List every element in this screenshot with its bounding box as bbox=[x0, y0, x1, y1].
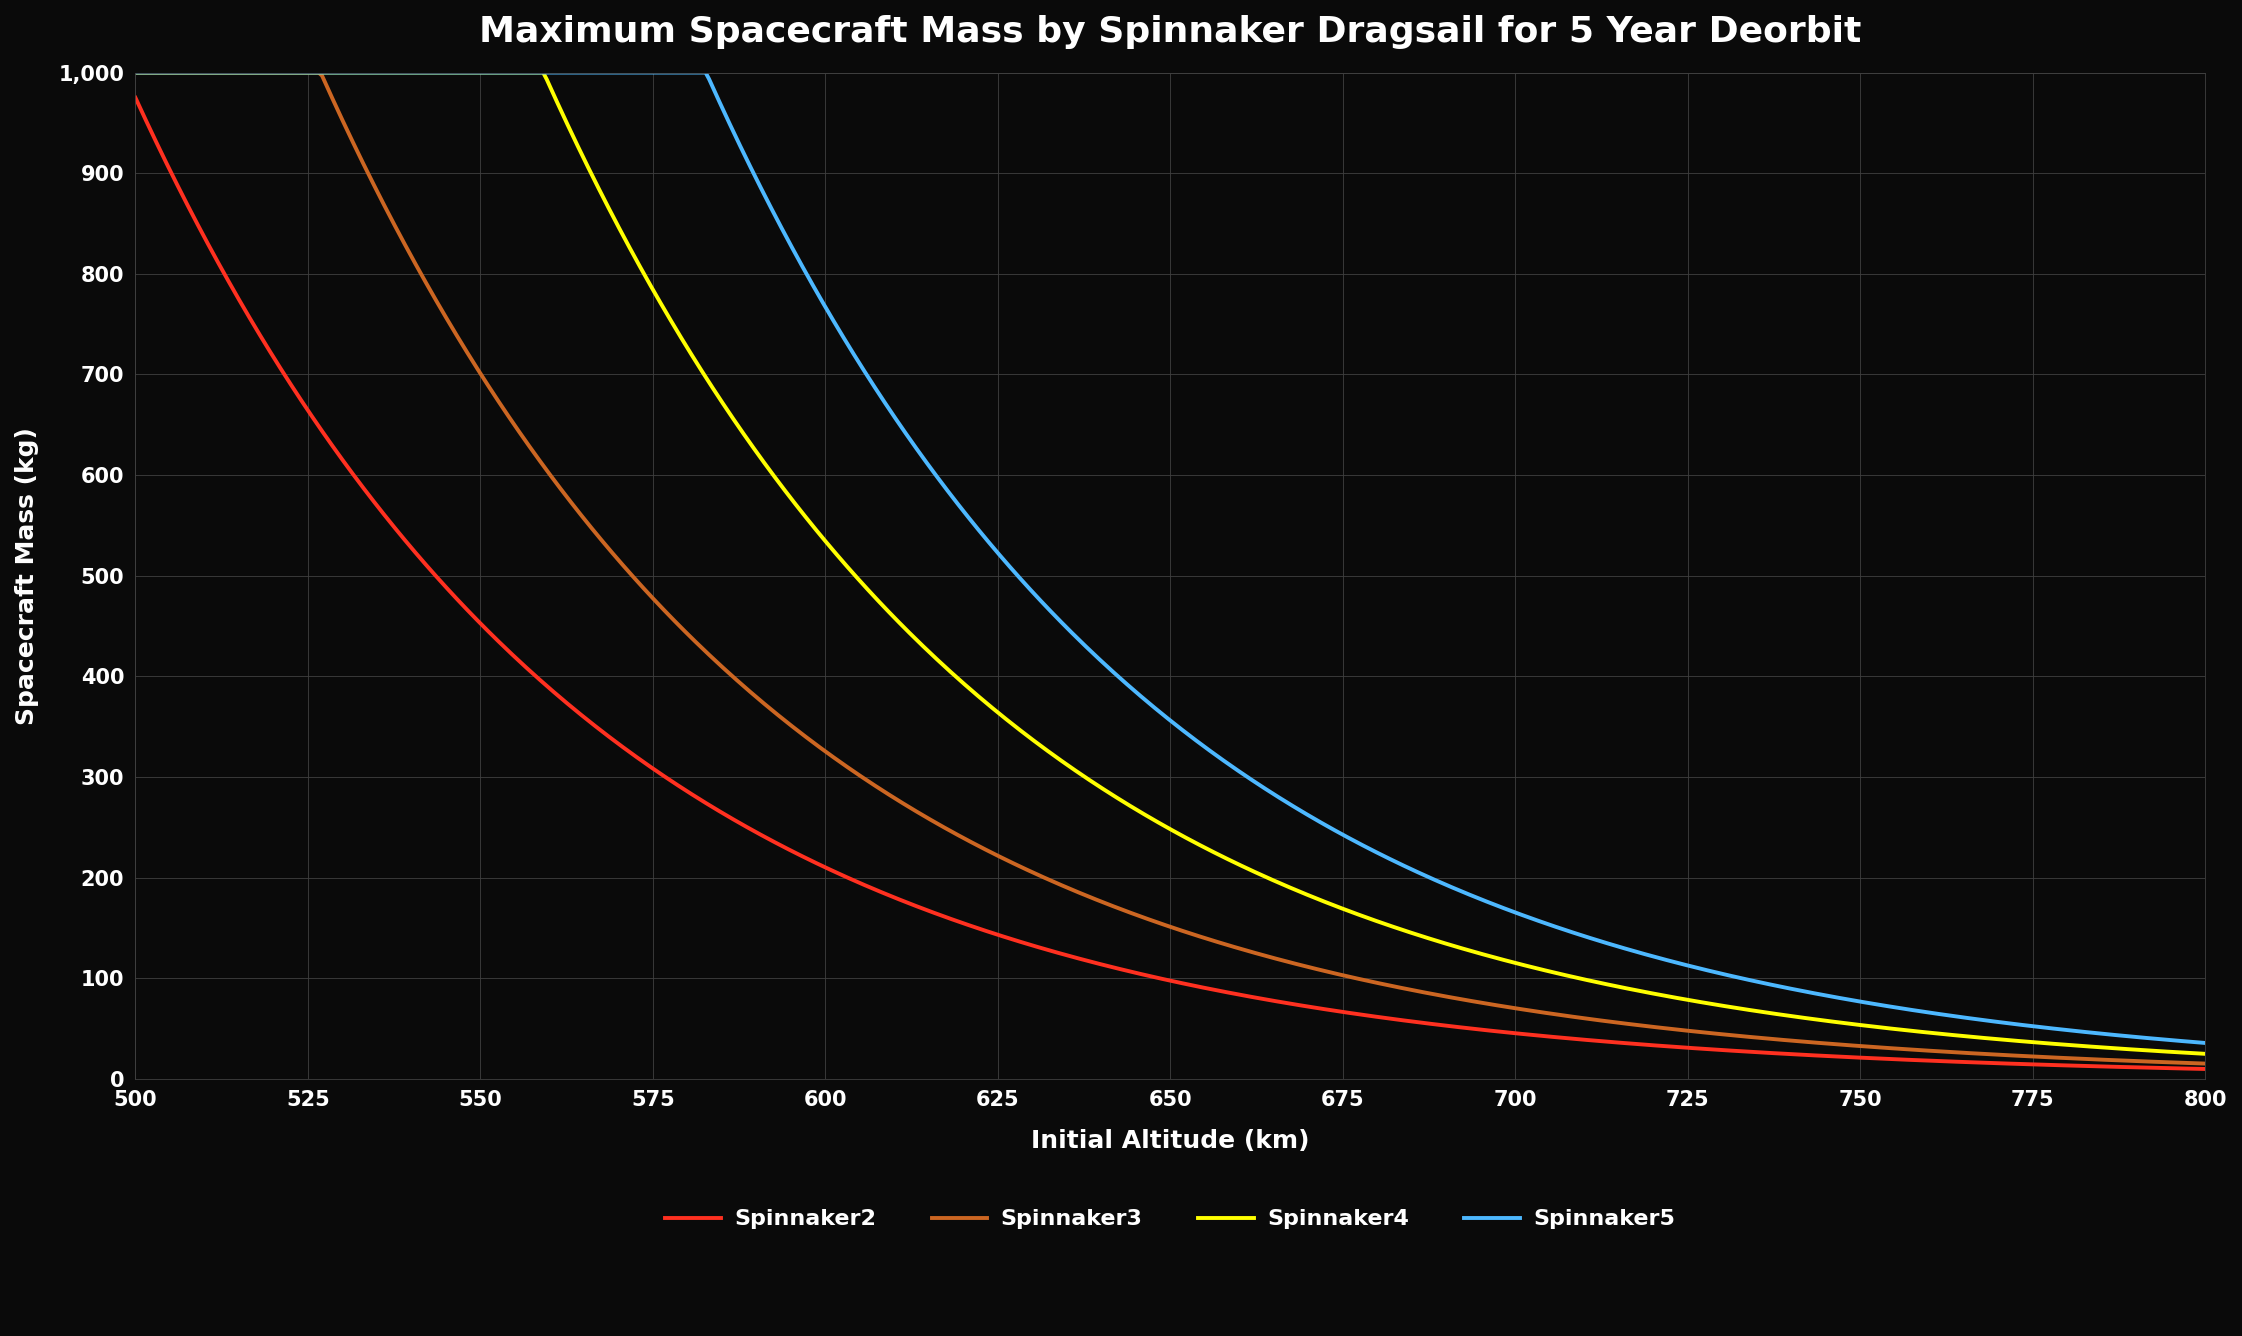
Spinnaker5 bbox=[2193, 1035, 2220, 1051]
Spinnaker2 bbox=[2193, 1061, 2220, 1077]
Spinnaker2 bbox=[1504, 1026, 1531, 1042]
Spinnaker4 bbox=[1504, 955, 1531, 971]
Title: Maximum Spacecraft Mass by Spinnaker Dragsail for 5 Year Deorbit: Maximum Spacecraft Mass by Spinnaker Dra… bbox=[480, 15, 1861, 49]
Spinnaker3 bbox=[1058, 882, 1085, 898]
Spinnaker2 bbox=[489, 636, 516, 652]
Line: Spinnaker3: Spinnaker3 bbox=[135, 72, 2206, 1063]
Line: Spinnaker5: Spinnaker5 bbox=[135, 72, 2206, 1043]
Spinnaker3 bbox=[121, 64, 148, 80]
Spinnaker2 bbox=[121, 90, 148, 106]
Spinnaker5 bbox=[655, 64, 682, 80]
Spinnaker5 bbox=[121, 64, 148, 80]
Spinnaker4 bbox=[1341, 906, 1368, 922]
Spinnaker4 bbox=[1682, 993, 1708, 1009]
Spinnaker3 bbox=[1504, 1001, 1531, 1017]
Line: Spinnaker4: Spinnaker4 bbox=[135, 72, 2206, 1054]
Spinnaker4 bbox=[121, 64, 148, 80]
Spinnaker5 bbox=[1504, 906, 1531, 922]
Spinnaker3 bbox=[2193, 1055, 2220, 1071]
Spinnaker2 bbox=[655, 771, 682, 787]
Y-axis label: Spacecraft Mass (kg): Spacecraft Mass (kg) bbox=[16, 426, 38, 724]
X-axis label: Initial Altitude (km): Initial Altitude (km) bbox=[1031, 1129, 1309, 1153]
Spinnaker2 bbox=[1341, 1006, 1368, 1022]
Spinnaker3 bbox=[1341, 970, 1368, 986]
Spinnaker4 bbox=[2193, 1046, 2220, 1062]
Spinnaker5 bbox=[1682, 959, 1708, 975]
Spinnaker5 bbox=[489, 64, 516, 80]
Spinnaker2 bbox=[1058, 949, 1085, 965]
Spinnaker5 bbox=[1058, 625, 1085, 641]
Legend: Spinnaker2, Spinnaker3, Spinnaker4, Spinnaker5: Spinnaker2, Spinnaker3, Spinnaker4, Spin… bbox=[657, 1201, 1684, 1238]
Spinnaker3 bbox=[489, 398, 516, 414]
Spinnaker2 bbox=[1682, 1041, 1708, 1057]
Spinnaker3 bbox=[655, 605, 682, 621]
Spinnaker3 bbox=[1682, 1023, 1708, 1039]
Spinnaker4 bbox=[489, 64, 516, 80]
Spinnaker4 bbox=[1058, 760, 1085, 776]
Spinnaker5 bbox=[1341, 834, 1368, 850]
Spinnaker4 bbox=[655, 307, 682, 323]
Line: Spinnaker2: Spinnaker2 bbox=[135, 98, 2206, 1069]
